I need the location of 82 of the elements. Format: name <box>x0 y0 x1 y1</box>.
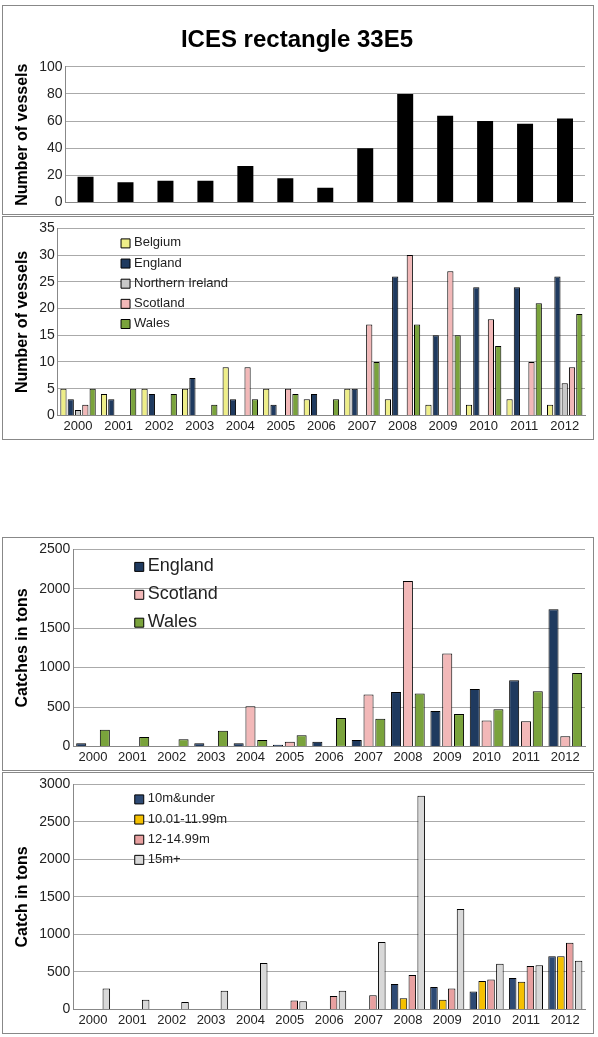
legend-label: 15m+ <box>147 850 181 866</box>
legend-label: 10m&under <box>147 790 216 806</box>
y-tick-label: 40 <box>46 139 63 156</box>
x-tick-label: 2005 <box>275 748 305 764</box>
x-tick-label: 2006 <box>314 748 344 764</box>
y-tick-label: 80 <box>46 84 63 101</box>
y-tick-label: 60 <box>46 111 63 128</box>
y-tick-label: 3000 <box>39 775 71 792</box>
chart-title: ICES rectangle 33E5 <box>180 25 414 53</box>
y-tick-label: 0 <box>62 737 71 754</box>
legend-label: Northern Ireland <box>134 274 228 290</box>
y-tick-label: 15 <box>39 326 55 343</box>
y-tick-label: 0 <box>62 1000 71 1017</box>
x-tick-label: 2009 <box>432 748 462 764</box>
y-tick-label: 35 <box>39 219 55 236</box>
x-tick-label: 2004 <box>236 1011 265 1027</box>
y-axis-title: Number of vessels <box>13 250 31 394</box>
x-tick-label: 2011 <box>510 417 539 433</box>
y-axis-title: Catches in tons <box>13 588 31 708</box>
x-tick-label: 2012 <box>550 417 580 433</box>
x-tick-label: 2005 <box>275 1011 305 1027</box>
x-tick-label: 2009 <box>432 1011 462 1027</box>
y-tick-label: 10 <box>39 352 55 369</box>
y-tick-label: 1500 <box>39 619 71 636</box>
legend-label: England <box>147 555 214 576</box>
x-tick-label: 2001 <box>117 1011 147 1027</box>
x-tick-label: 2002 <box>144 417 174 433</box>
legend-label: England <box>134 254 182 270</box>
y-tick-label: 25 <box>39 272 55 289</box>
x-tick-label: 2012 <box>550 1011 580 1027</box>
legend-label: 12-14.99m <box>147 830 210 846</box>
x-tick-label: 2003 <box>196 1011 226 1027</box>
x-tick-label: 2007 <box>347 417 377 433</box>
y-tick-label: 20 <box>46 166 63 183</box>
x-tick-label: 2011 <box>511 1011 540 1027</box>
y-axis-title: Number of vessels <box>13 63 31 206</box>
y-tick-label: 2500 <box>39 540 71 557</box>
x-tick-label: 2000 <box>78 748 108 764</box>
legend-label: 10.01-11.99m <box>147 810 228 826</box>
x-tick-label: 2008 <box>388 417 417 433</box>
x-tick-label: 2004 <box>236 748 265 764</box>
x-tick-label: 2003 <box>185 417 215 433</box>
x-tick-label: 2008 <box>393 748 423 764</box>
x-tick-label: 2010 <box>469 417 499 433</box>
legend-label: Wales <box>147 611 198 632</box>
x-tick-label: 2010 <box>472 1011 502 1027</box>
legend-label: Wales <box>134 315 171 331</box>
y-tick-label: 1000 <box>39 925 71 942</box>
y-tick-label: 2000 <box>39 850 71 867</box>
x-tick-label: 2007 <box>354 748 383 764</box>
x-tick-label: 2000 <box>78 1011 108 1027</box>
x-tick-label: 2001 <box>104 417 134 433</box>
y-tick-label: 500 <box>46 697 71 714</box>
y-tick-label: 5 <box>46 379 55 396</box>
y-tick-label: 0 <box>54 193 63 210</box>
x-tick-label: 2003 <box>196 748 226 764</box>
legend-label: Belgium <box>134 234 182 250</box>
legend-label: Scotland <box>147 583 218 604</box>
y-tick-label: 0 <box>46 406 55 423</box>
x-tick-label: 2002 <box>157 748 187 764</box>
y-tick-label: 30 <box>39 245 55 262</box>
y-tick-label: 500 <box>46 962 71 979</box>
x-tick-label: 2002 <box>157 1011 187 1027</box>
x-tick-label: 2004 <box>225 417 255 433</box>
x-tick-label: 2011 <box>511 748 540 764</box>
x-tick-label: 2012 <box>550 748 580 764</box>
x-tick-label: 2006 <box>306 417 336 433</box>
x-tick-label: 2001 <box>117 748 147 764</box>
x-tick-label: 2010 <box>472 748 502 764</box>
y-tick-label: 20 <box>39 299 55 316</box>
x-tick-label: 2006 <box>314 1011 344 1027</box>
y-axis-title: Catch in tons <box>13 846 31 948</box>
y-tick-label: 1000 <box>39 658 71 675</box>
x-tick-label: 2007 <box>354 1011 383 1027</box>
y-tick-label: 2500 <box>39 812 71 829</box>
legend-label: Scotland <box>134 294 185 310</box>
x-tick-label: 2009 <box>428 417 458 433</box>
y-tick-label: 2000 <box>39 579 71 596</box>
x-tick-label: 2008 <box>393 1011 423 1027</box>
x-tick-label: 2005 <box>266 417 296 433</box>
y-tick-label: 100 <box>39 57 63 74</box>
y-tick-label: 1500 <box>39 887 71 904</box>
